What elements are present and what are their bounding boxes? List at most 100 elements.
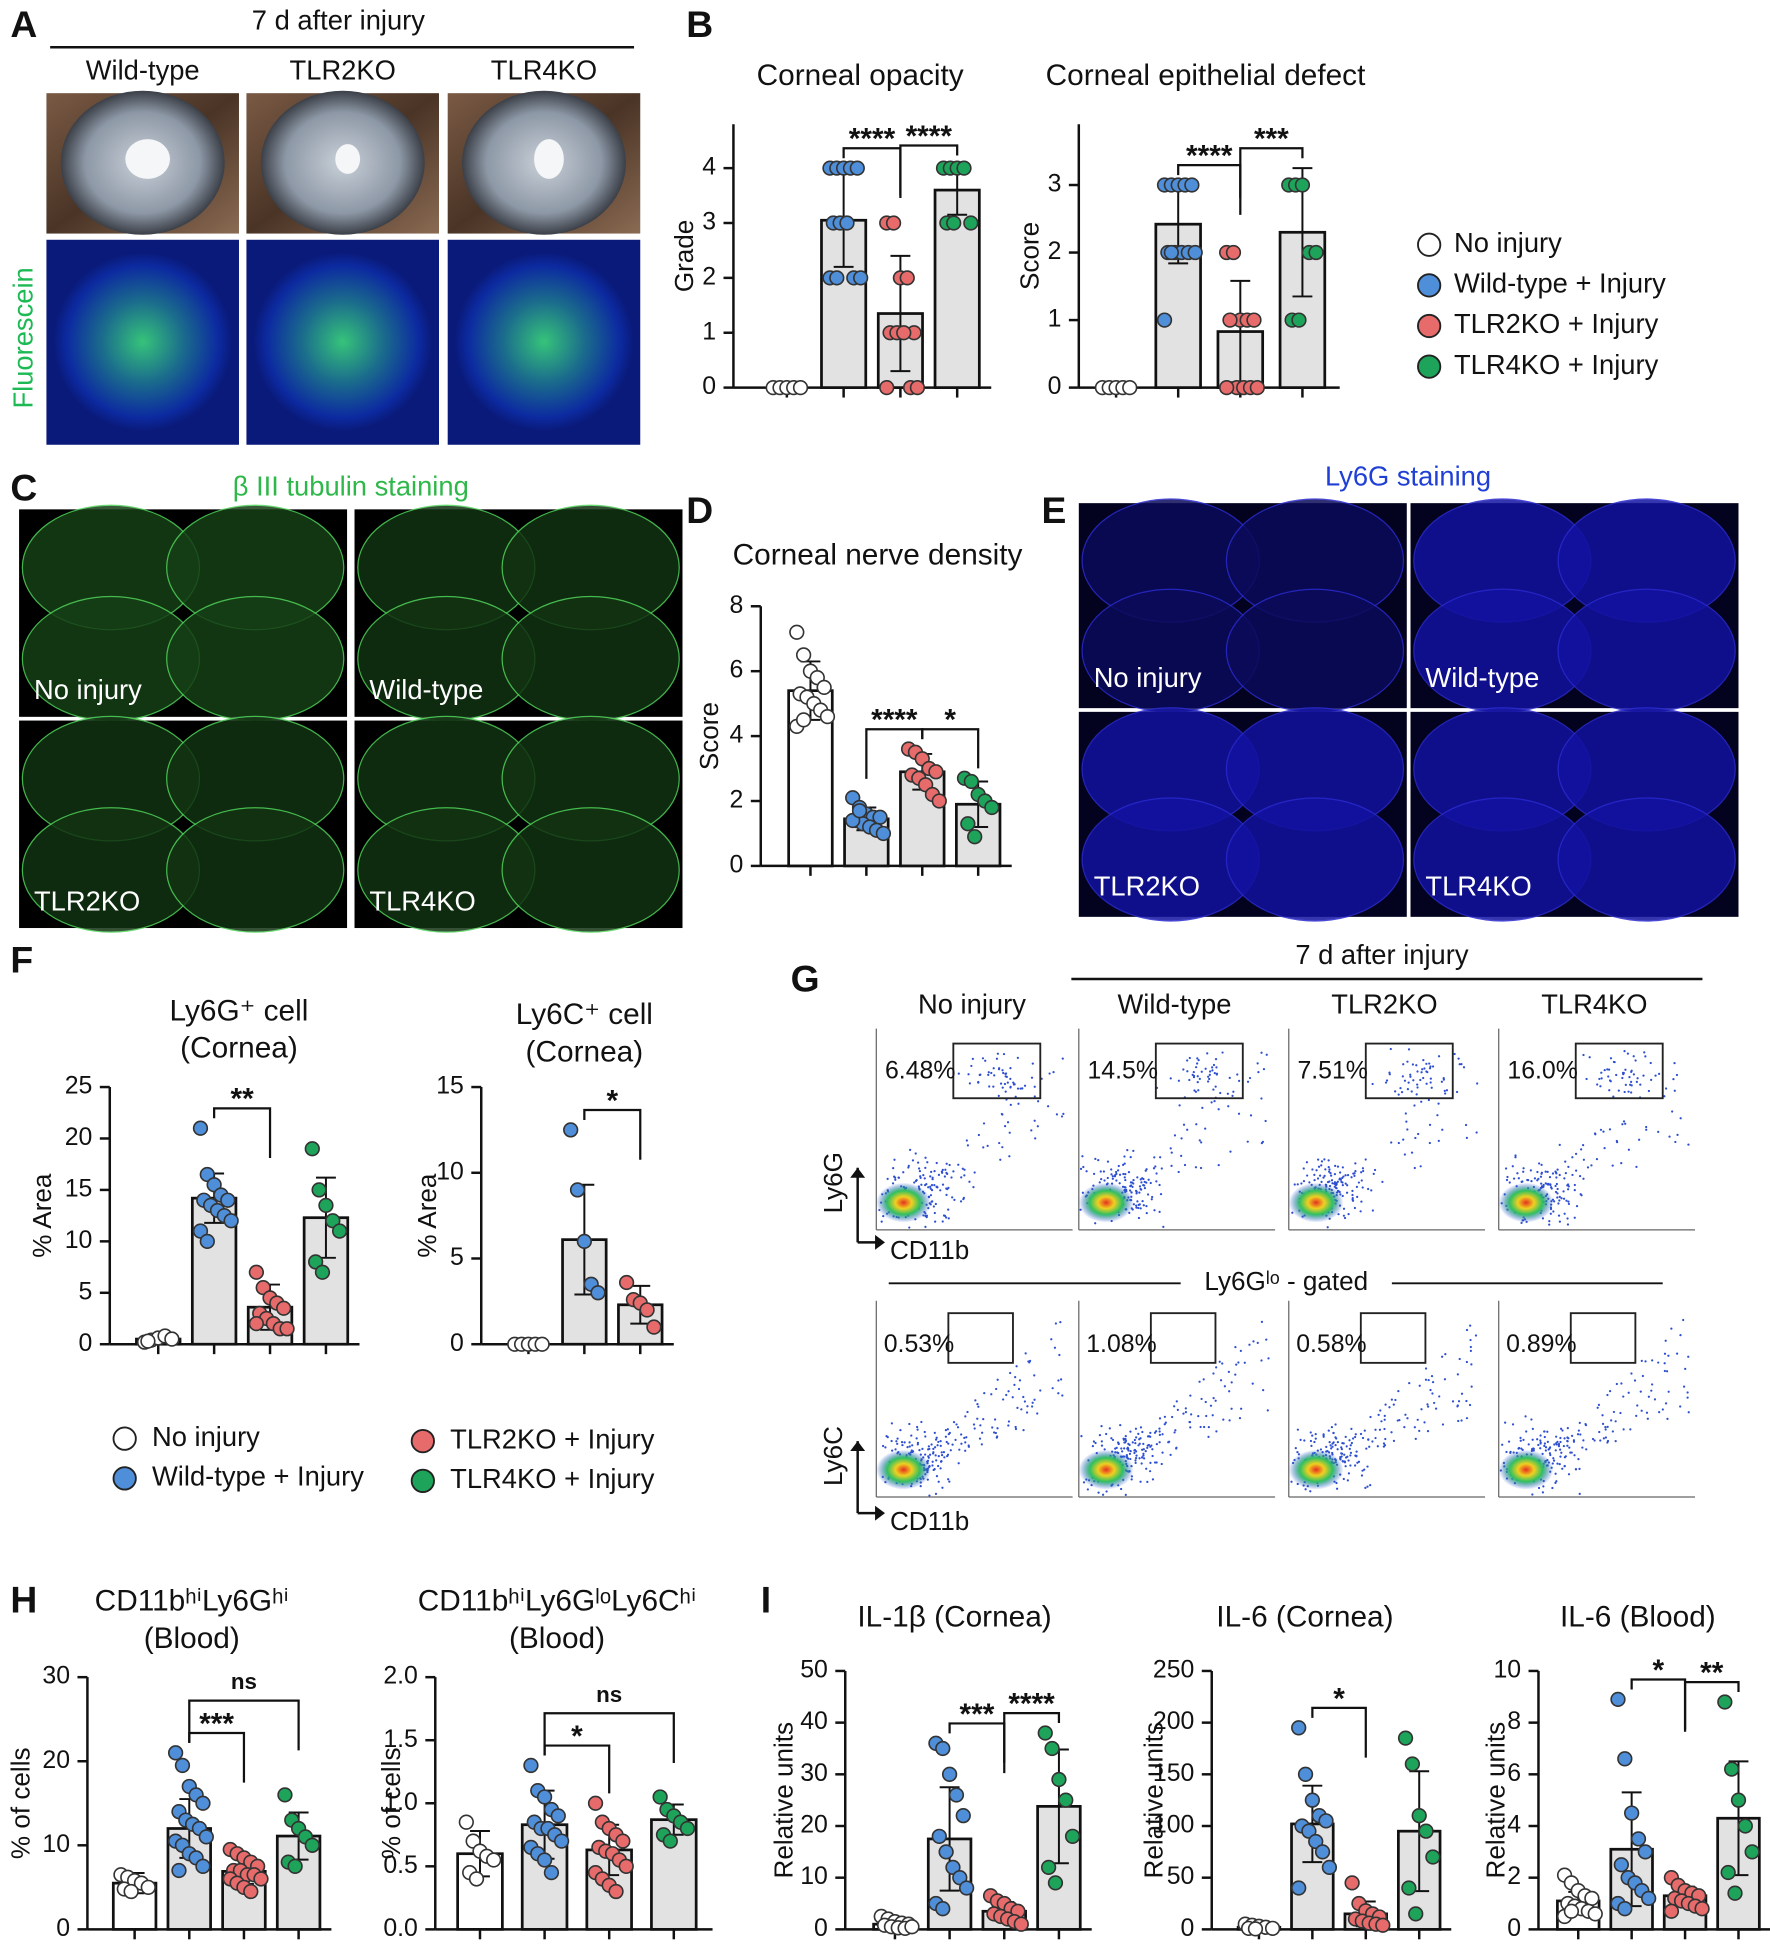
flow-event (977, 1133, 981, 1137)
divider-label: Ly6Gˡᵒ - gated (1204, 1266, 1368, 1296)
data-point (1249, 379, 1265, 396)
data-point (792, 379, 809, 396)
column-label: Wild-type (1118, 989, 1232, 1020)
flow-event (1126, 1149, 1129, 1152)
data-point (1724, 1761, 1740, 1777)
data-point (576, 1233, 592, 1249)
flow-event (1343, 1216, 1347, 1220)
flow-event (1199, 1425, 1202, 1429)
flow-event (894, 1178, 897, 1181)
flow-event (1007, 1424, 1010, 1427)
flow-event (1256, 1341, 1259, 1345)
flow-event (914, 1152, 917, 1155)
flow-event (1585, 1448, 1588, 1451)
flow-event (1437, 1055, 1441, 1058)
data-point (646, 1319, 662, 1335)
flow-event (1004, 1090, 1007, 1093)
fluorescein-eye (53, 252, 233, 432)
flow-event (939, 1444, 942, 1448)
flow-event (1639, 1390, 1642, 1393)
flow-event (1228, 1419, 1231, 1422)
flow-event (890, 1439, 893, 1443)
flow-event (1352, 1172, 1355, 1175)
flow-event (1547, 1182, 1550, 1186)
flow-event (1012, 1083, 1016, 1086)
flow-event (1410, 1090, 1413, 1093)
flow-event (1100, 1440, 1103, 1443)
data-point (958, 1880, 975, 1896)
flow-event (1151, 1195, 1154, 1199)
flow-event (1614, 1439, 1617, 1443)
flow-event (1661, 1408, 1664, 1411)
flow-event (1433, 1401, 1436, 1405)
flow-event (1355, 1454, 1358, 1458)
flow-event (1237, 1079, 1241, 1083)
row-label: Fluorescein (8, 267, 39, 408)
flow-event (1415, 1064, 1418, 1067)
y-tick-label: 30 (800, 1760, 828, 1787)
data-point (1563, 1903, 1580, 1919)
flow-event (937, 1440, 940, 1444)
flow-event (1608, 1128, 1612, 1131)
data-point (277, 1787, 293, 1803)
flow-event (1469, 1324, 1472, 1327)
data-point (1720, 1864, 1736, 1881)
flow-event (1048, 1072, 1051, 1075)
flow-event (1539, 1447, 1542, 1450)
flow-event (1567, 1200, 1570, 1203)
flow-event (1404, 1413, 1407, 1416)
flow-event (1313, 1173, 1316, 1176)
flow-event (1544, 1449, 1547, 1452)
flow-event (1425, 1082, 1428, 1085)
flow-event (892, 1167, 895, 1170)
flow-event (1469, 1345, 1472, 1349)
flow-event (1015, 1365, 1018, 1368)
flow-event (1361, 1436, 1365, 1440)
flow-event (1381, 1180, 1384, 1183)
data-point (1610, 1691, 1626, 1708)
flow-event (1460, 1392, 1464, 1395)
data-point (1321, 1859, 1338, 1875)
flow-event (1008, 1131, 1011, 1134)
flow-event (1554, 1472, 1557, 1475)
flow-event (1557, 1445, 1561, 1448)
flow-event (1141, 1177, 1144, 1180)
flow-event (1139, 1480, 1142, 1483)
data-point (1624, 1805, 1640, 1821)
flow-event (927, 1445, 930, 1448)
flow-event (1155, 1172, 1158, 1175)
flow-event (945, 1440, 948, 1444)
flow-event (891, 1449, 894, 1452)
data-point (304, 1837, 320, 1853)
flow-event (916, 1161, 920, 1164)
y-tick-label: 0 (56, 1915, 70, 1942)
flow-event (1383, 1427, 1386, 1431)
flow-event (1611, 1164, 1614, 1167)
flow-event (1327, 1159, 1330, 1162)
flow-event (1394, 1398, 1397, 1402)
column-label: Wild-type (86, 54, 200, 85)
flow-event (1353, 1174, 1356, 1177)
flow-event (1366, 1485, 1369, 1488)
flow-event (971, 1057, 974, 1060)
data-point (967, 829, 983, 845)
flow-event (1182, 1068, 1185, 1071)
data-point (1730, 1792, 1747, 1808)
flow-event (1344, 1435, 1347, 1439)
flow-event (1347, 1459, 1350, 1462)
flow-event (1155, 1180, 1158, 1183)
flow-event (1085, 1170, 1088, 1173)
tissue-leaf (1225, 797, 1405, 922)
flow-event (1334, 1443, 1337, 1447)
legend-label: No injury (1454, 227, 1562, 258)
data-point (140, 1879, 156, 1895)
flow-event (1240, 1407, 1243, 1410)
flow-event (1014, 1427, 1018, 1431)
significance-bracket (1683, 1680, 1740, 1732)
flow-event (1214, 1057, 1218, 1061)
flow-event (1098, 1181, 1101, 1184)
tissue-leaf (166, 807, 345, 933)
flow-event (1221, 1051, 1224, 1054)
data-point (662, 1833, 678, 1849)
flow-event (1177, 1079, 1180, 1082)
